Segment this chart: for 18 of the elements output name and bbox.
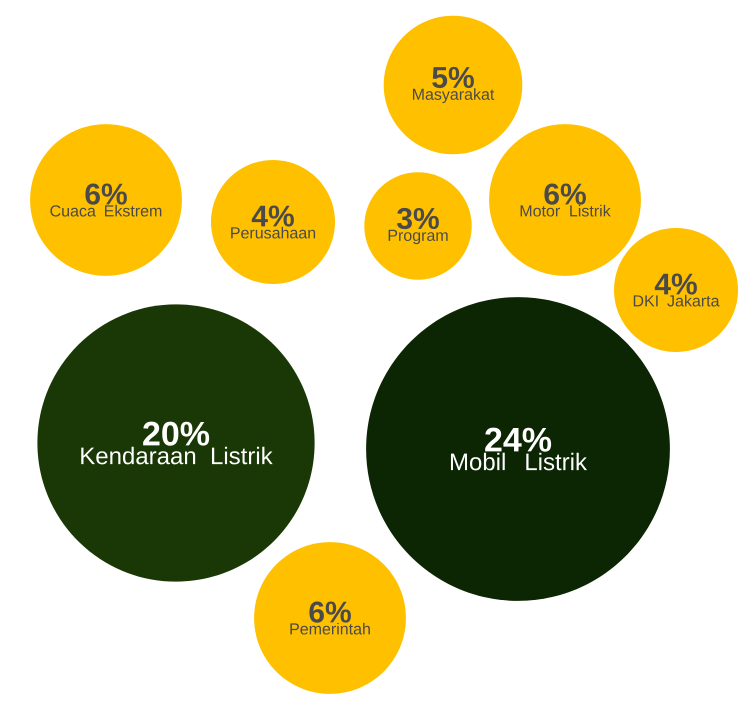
data-label: 3% <box>397 208 439 230</box>
category-label: Mobil Listrik <box>450 452 588 470</box>
category-label: Masyarakat <box>412 88 494 104</box>
data-label: 5% <box>432 66 474 88</box>
category-label: Cuaca Ekstrem <box>50 204 162 217</box>
data-label: 6% <box>85 183 127 205</box>
data-label: 6% <box>309 601 351 623</box>
category-label: Kendaraan Listrik <box>81 446 273 464</box>
data-label: 4% <box>654 273 697 295</box>
data-label: 4% <box>252 205 294 227</box>
category-label: Pemerintah <box>290 622 370 635</box>
category-label: DKI Jakarta <box>634 294 720 307</box>
data-label: 24% <box>485 428 552 452</box>
data-label: 20% <box>143 422 210 446</box>
category-label: Perusahaan <box>231 226 316 239</box>
category-label: Program <box>388 230 448 244</box>
data-label: 6% <box>544 183 586 205</box>
category-label: Motor Listrik <box>520 204 611 217</box>
